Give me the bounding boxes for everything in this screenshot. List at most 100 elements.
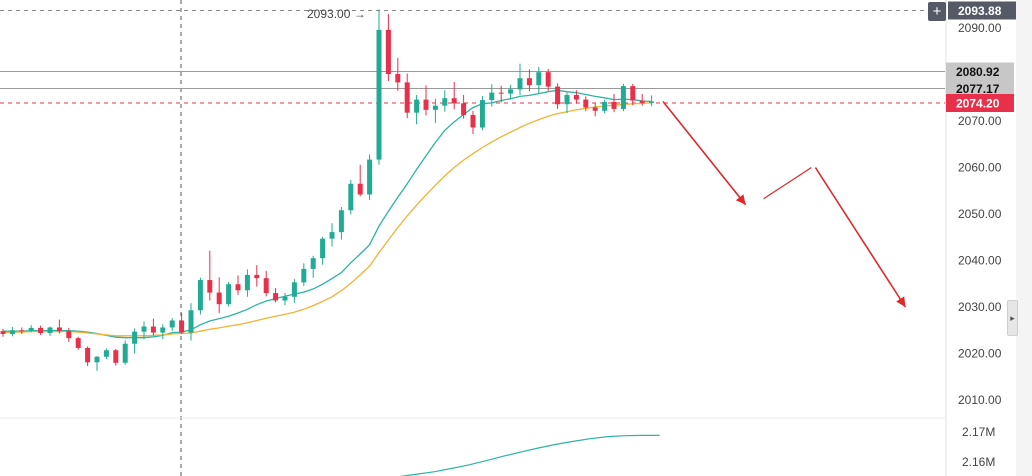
candle	[113, 348, 119, 366]
candle	[94, 355, 100, 371]
candle	[573, 90, 579, 104]
candle-body	[348, 183, 354, 211]
moving-average-line	[2, 102, 652, 337]
candle	[179, 313, 185, 334]
candle-body	[207, 280, 213, 293]
candle	[376, 9, 382, 165]
candle-body	[216, 292, 222, 305]
price-tick-label: 2090.00	[958, 21, 1002, 35]
candle	[47, 326, 53, 336]
candle	[132, 328, 138, 354]
candle-body	[517, 78, 523, 90]
candle	[517, 63, 523, 95]
candle	[263, 270, 269, 297]
candle	[235, 275, 241, 295]
candle-body	[338, 210, 344, 233]
volume-pane	[399, 434, 660, 476]
candle-body	[367, 159, 373, 195]
candle	[451, 81, 457, 110]
candle-body	[498, 92, 504, 94]
price-badge	[948, 1, 1016, 20]
candle-body	[310, 258, 316, 269]
candle-body	[19, 330, 25, 332]
candle	[442, 90, 448, 112]
forecast-arrows	[662, 100, 907, 308]
candle	[216, 277, 222, 314]
candle	[639, 94, 645, 106]
candle	[545, 68, 551, 91]
candle	[592, 103, 598, 117]
candle	[414, 94, 420, 125]
candle-body	[555, 86, 561, 105]
candle-body	[630, 86, 636, 101]
candle-body	[301, 268, 307, 283]
candle-body	[357, 183, 363, 195]
candle	[122, 340, 128, 365]
candle	[244, 269, 250, 297]
candle	[38, 325, 44, 335]
candle-body	[620, 86, 626, 109]
candle-body	[564, 94, 570, 105]
candle	[470, 110, 476, 135]
price-badge	[946, 62, 1014, 81]
candle	[282, 293, 288, 306]
price-level-lines	[0, 10, 945, 104]
candle	[461, 94, 467, 119]
price-tick-label: 2070.00	[958, 114, 1002, 128]
candle-body	[432, 105, 438, 110]
candle-body	[254, 274, 260, 279]
candle	[329, 223, 335, 247]
candle	[348, 180, 354, 215]
candle	[404, 73, 410, 119]
candle-body	[414, 99, 420, 113]
candle-body	[235, 284, 241, 291]
candle-body	[113, 350, 119, 363]
candle-body	[150, 326, 156, 333]
candle-body	[282, 296, 288, 301]
candle	[197, 277, 203, 315]
price-badge-label: 2074.20	[956, 97, 1000, 111]
candle	[75, 336, 81, 350]
candle-body	[122, 343, 128, 363]
volume-tick-label: 2.16M	[962, 455, 995, 469]
forecast-arrow-down-1	[662, 100, 747, 206]
moving-average-line	[3, 89, 652, 339]
candle-body	[536, 72, 542, 86]
candle	[508, 84, 514, 100]
candle	[357, 164, 363, 197]
candle	[649, 95, 655, 107]
candle-body	[132, 331, 138, 344]
candle	[9, 326, 15, 337]
candle-body	[602, 101, 608, 111]
forecast-arrow-down-2	[814, 167, 907, 308]
candle-body	[75, 338, 81, 348]
candle	[630, 83, 636, 106]
candle-body	[649, 101, 655, 103]
candle	[28, 325, 34, 333]
candle	[489, 84, 495, 107]
add-alert-button[interactable]: +	[928, 2, 946, 21]
candle-body	[479, 100, 485, 128]
candle	[66, 327, 72, 342]
candle	[103, 348, 109, 360]
candle-body	[273, 293, 279, 301]
candle-body	[103, 350, 109, 357]
candle	[583, 96, 589, 112]
price-tick-label: 2040.00	[958, 254, 1002, 268]
candle	[498, 85, 504, 103]
candle	[150, 318, 156, 336]
candle	[291, 279, 297, 303]
candle-body	[583, 99, 589, 108]
candle	[226, 281, 232, 307]
plus-icon: +	[933, 3, 942, 20]
candle	[526, 69, 532, 92]
candle	[479, 95, 485, 131]
candles	[0, 9, 655, 371]
candle	[423, 85, 429, 116]
candle-body	[508, 89, 514, 94]
collapse-panel-button[interactable]: ▸	[1007, 300, 1018, 336]
candle-body	[461, 103, 467, 115]
candle	[85, 346, 91, 367]
